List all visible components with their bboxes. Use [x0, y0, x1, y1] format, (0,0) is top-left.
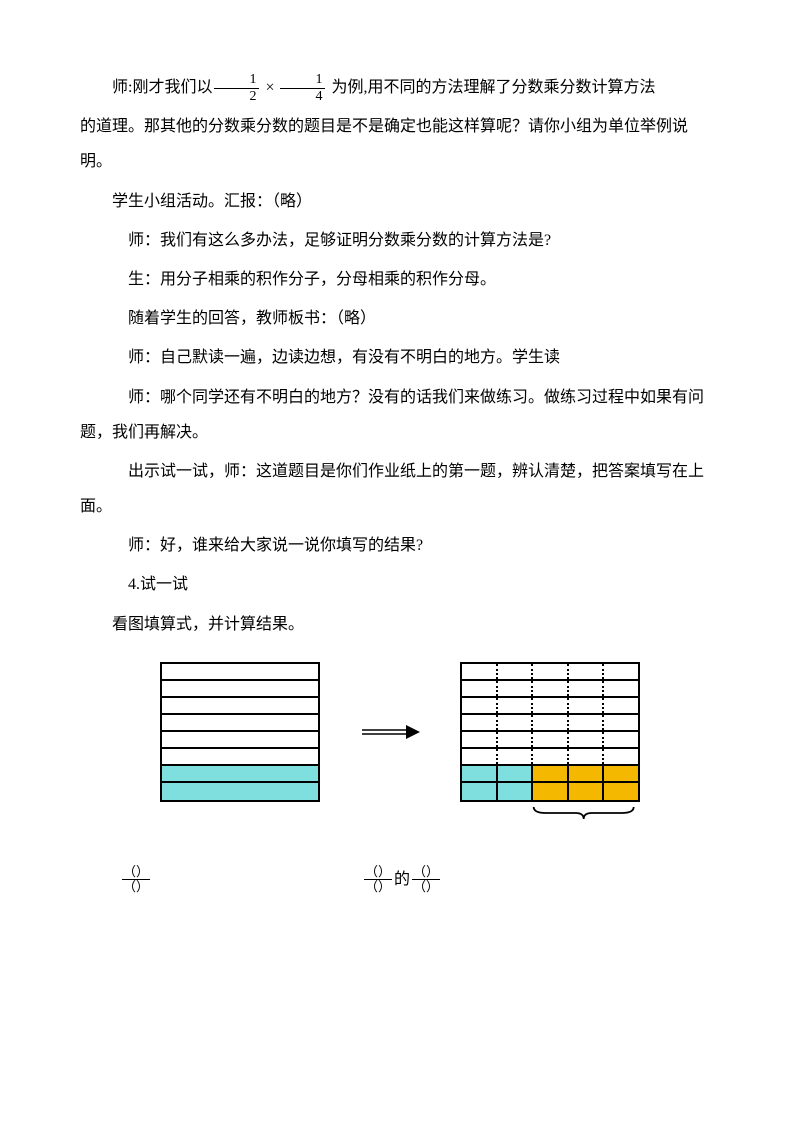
paragraph-9: 师：好，谁来给大家说一说你填写的结果?: [80, 528, 713, 563]
grid-left-row: [162, 766, 318, 783]
grid-right-cell: [462, 698, 498, 713]
paragraph-10: 4.试一试: [80, 567, 713, 602]
grid-right-cell: [604, 766, 638, 781]
grid-left-row: [162, 749, 318, 766]
grid-right-cell: [569, 664, 605, 679]
paragraph-2: 学生小组活动。汇报：（略）: [80, 184, 713, 219]
arrow-icon: [360, 722, 420, 742]
blank-fraction-3: （）（）: [412, 865, 440, 895]
grid-right-cell: [569, 715, 605, 730]
grid-right-cell: [533, 715, 569, 730]
grid-right-cell: [462, 749, 498, 764]
grid-left-row: [162, 664, 318, 681]
grid-right-cell: [498, 766, 534, 781]
grid-right-cell: [498, 715, 534, 730]
blank-fraction-2: （）（）: [364, 865, 392, 895]
grid-right-row: [462, 766, 638, 783]
paragraph-3: 师：我们有这么多办法，足够证明分数乘分数的计算方法是?: [80, 223, 713, 258]
grid-right-cell: [569, 783, 605, 800]
grid-right-cell: [462, 715, 498, 730]
grid-right-cell: [462, 664, 498, 679]
grid-right-cell: [498, 732, 534, 747]
formula-left: （）（）: [120, 862, 152, 897]
grid-right-cell: [462, 783, 498, 800]
grid-right-cell: [462, 681, 498, 696]
paragraph-6: 师：自己默读一遍，边读边想，有没有不明白的地方。学生读: [80, 340, 713, 375]
grid-right-cell: [569, 749, 605, 764]
grid-right-cell: [533, 766, 569, 781]
grid-right-cell: [533, 783, 569, 800]
grid-right-cell: [604, 732, 638, 747]
grid-right-cell: [604, 715, 638, 730]
grid-right-cell: [604, 783, 638, 800]
grid-left-row: [162, 732, 318, 749]
grid-left-row: [162, 698, 318, 715]
grid-right-row: [462, 783, 638, 800]
paragraph-7: 师：哪个同学还有不明白的地方？没有的话我们来做练习。做练习过程中如果有问题，我们…: [80, 380, 713, 450]
grid-right-cell: [462, 766, 498, 781]
grid-right-cell: [604, 664, 638, 679]
grid-right-cell: [533, 664, 569, 679]
p1-prefix: 师:刚才我们以: [112, 79, 212, 96]
grid-right-wrap: [460, 662, 640, 802]
grid-left-row: [162, 681, 318, 698]
paragraph-8: 出示试一试，师：这道题目是你们作业纸上的第一题，辨认清楚，把答案填写在上面。: [80, 454, 713, 524]
grid-right-cell: [498, 698, 534, 713]
grid-right-cell: [569, 698, 605, 713]
fraction-1-4: 14: [280, 72, 325, 104]
paragraph-4: 生：用分子相乘的积作分子，分母相乘的积作分母。: [80, 262, 713, 297]
grid-right-row: [462, 749, 638, 766]
formula-right: （）（） 的 （）（）: [362, 862, 442, 897]
grid-right-cell: [498, 749, 534, 764]
grid-right-cell: [533, 749, 569, 764]
grid-right-cell: [498, 681, 534, 696]
grid-right-row: [462, 698, 638, 715]
paragraph-1-line2: 的道理。那其他的分数乘分数的题目是不是确定也能这样算呢？请你小组为单位举例说明。: [80, 109, 713, 179]
grid-right-cell: [604, 749, 638, 764]
grid-right-cell: [462, 732, 498, 747]
paragraph-5: 随着学生的回答，教师板书：（略）: [80, 301, 713, 336]
grid-right-cell: [604, 681, 638, 696]
grid-right-cell: [569, 681, 605, 696]
grid-right-cell: [569, 732, 605, 747]
grid-right-cell: [533, 698, 569, 713]
p1-suffix: 为例,用不同的方法理解了分数乘分数计算方法: [327, 79, 655, 96]
grid-right-cell: [604, 698, 638, 713]
grid-right-row: [462, 664, 638, 681]
paragraph-1: 师:刚才我们以12 × 14 为例,用不同的方法理解了分数乘分数计算方法: [80, 70, 713, 105]
fraction-1-2: 12: [214, 72, 259, 104]
formula-row: （）（） （）（） 的 （）（）: [80, 862, 713, 897]
grid-right-row: [462, 715, 638, 732]
diagram-container: [160, 662, 713, 802]
grid-right-cell: [533, 732, 569, 747]
blank-fraction-1: （）（）: [122, 865, 150, 895]
times-sign: ×: [261, 79, 278, 96]
de-text: 的: [394, 862, 410, 897]
brace-icon: [527, 805, 640, 820]
grid-right-cell: [498, 783, 534, 800]
grid-left: [160, 662, 320, 802]
grid-right-row: [462, 732, 638, 749]
grid-left-row: [162, 715, 318, 732]
grid-right: [460, 662, 640, 802]
grid-right-cell: [533, 681, 569, 696]
grid-right-cell: [498, 664, 534, 679]
grid-left-row: [162, 783, 318, 800]
paragraph-11: 看图填算式，并计算结果。: [80, 607, 713, 642]
grid-right-row: [462, 681, 638, 698]
grid-right-cell: [569, 766, 605, 781]
